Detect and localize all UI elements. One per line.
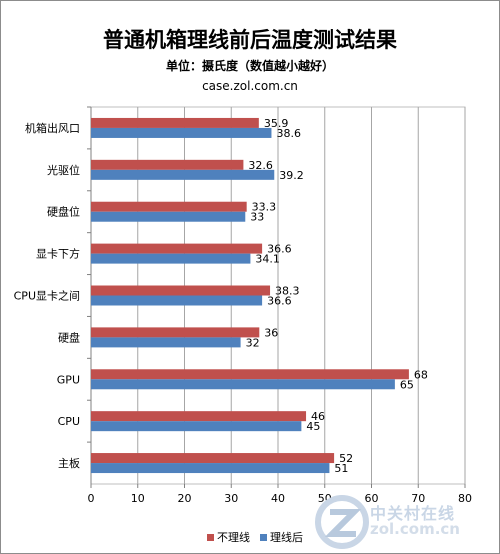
category-label-3: 显卡下方 — [36, 247, 80, 261]
data-label-s1-7: 46 — [311, 410, 325, 423]
bar-s2-4 — [91, 295, 263, 306]
watermark-domain: zol.com.cn — [370, 520, 460, 538]
watermark-text: 中关村在线 — [370, 504, 456, 523]
data-label-s2-4: 36.6 — [267, 295, 292, 308]
bar-s2-5 — [91, 337, 241, 348]
category-label-4: CPU显卡之间 — [14, 289, 80, 303]
category-label-0: 机箱出风口 — [25, 121, 80, 135]
data-label-s1-0: 35.9 — [264, 117, 289, 130]
chart-legend: 不理线 理线后 — [207, 529, 303, 545]
bar-s2-0 — [91, 127, 272, 138]
legend-item-series-2: 理线后 — [260, 529, 303, 545]
x-tick-label-7: 70 — [411, 492, 425, 505]
chart-source: case.zol.com.cn — [202, 79, 298, 93]
data-label-s2-2: 33 — [250, 211, 264, 224]
data-label-s2-3: 34.1 — [255, 253, 279, 266]
bar-s2-6 — [91, 379, 395, 390]
bar-s1-5 — [91, 327, 260, 338]
data-label-s2-6: 65 — [400, 378, 414, 391]
bar-s1-4 — [91, 285, 271, 296]
data-label-s2-0: 38.6 — [276, 127, 301, 140]
category-label-7: CPU — [58, 415, 80, 428]
x-tick-label-8: 80 — [458, 492, 472, 505]
bar-s2-8 — [91, 463, 330, 474]
data-label-s1-2: 33.3 — [252, 201, 276, 214]
legend-label-series-1: 不理线 — [217, 531, 250, 544]
data-label-s2-8: 51 — [334, 462, 348, 475]
bar-s2-3 — [91, 253, 251, 264]
bar-s1-3 — [91, 243, 263, 254]
x-tick-label-6: 60 — [365, 492, 379, 505]
bar-s2-2 — [91, 211, 246, 222]
category-label-8: 主板 — [58, 456, 80, 470]
legend-label-series-2: 理线后 — [270, 531, 303, 544]
bar-s1-6 — [91, 369, 409, 380]
bar-s1-8 — [91, 453, 335, 464]
bar-s1-0 — [91, 117, 259, 128]
x-tick-label-3: 30 — [224, 492, 238, 505]
legend-item-series-1: 不理线 — [207, 529, 250, 545]
chart-subtitle: 单位：摄氏度（数值越小越好） — [165, 59, 334, 73]
zol-logo-icon — [315, 495, 369, 549]
data-label-s1-8: 52 — [339, 452, 353, 465]
x-tick-label-1: 10 — [131, 492, 145, 505]
legend-swatch-series-2 — [260, 533, 267, 541]
category-label-6: GPU — [57, 373, 80, 386]
bar-s1-1 — [91, 159, 244, 170]
bar-s1-2 — [91, 201, 247, 212]
data-label-s1-6: 68 — [414, 368, 428, 381]
data-label-s1-3: 36.6 — [267, 243, 292, 256]
x-tick-label-2: 20 — [178, 492, 192, 505]
data-label-s2-7: 45 — [306, 420, 320, 433]
bar-s2-7 — [91, 421, 302, 432]
data-label-s1-4: 38.3 — [275, 285, 300, 298]
bar-s1-7 — [91, 411, 307, 422]
bar-s2-1 — [91, 169, 275, 180]
category-label-2: 硬盘位 — [47, 205, 80, 219]
data-label-s1-5: 36 — [264, 326, 278, 339]
legend-swatch-series-1 — [207, 533, 214, 541]
data-label-s2-5: 32 — [246, 336, 260, 349]
x-tick-label-0: 0 — [88, 492, 95, 505]
chart-title: 普通机箱理线前后温度测试结果 — [103, 28, 397, 52]
x-tick-label-4: 40 — [271, 492, 285, 505]
data-label-s1-1: 32.6 — [248, 159, 273, 172]
data-label-s2-1: 39.2 — [279, 169, 304, 182]
category-label-5: 硬盘 — [58, 330, 80, 344]
category-label-1: 光驱位 — [47, 163, 80, 177]
